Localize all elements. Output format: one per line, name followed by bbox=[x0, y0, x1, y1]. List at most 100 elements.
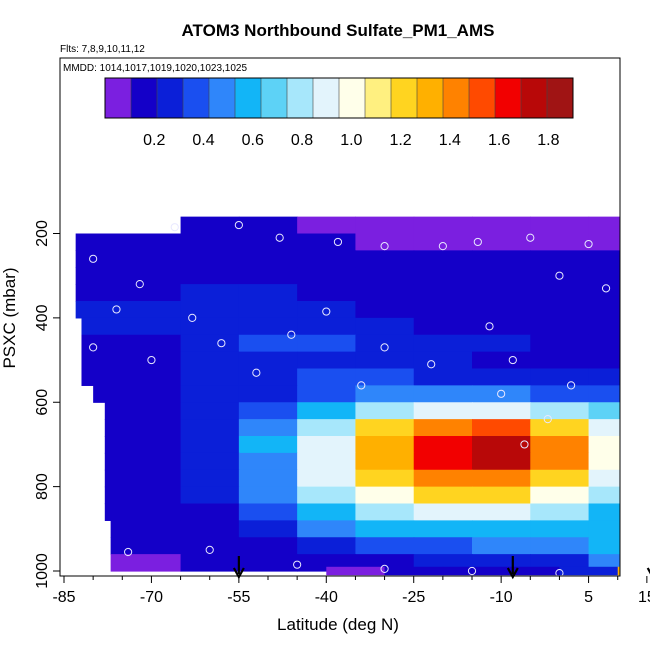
heatmap-cell bbox=[81, 351, 182, 370]
heatmap-cell bbox=[355, 317, 415, 336]
observation-point bbox=[124, 547, 133, 557]
observation-point bbox=[170, 223, 179, 232]
heatmap-cell bbox=[472, 503, 531, 521]
heatmap-cell bbox=[238, 419, 298, 437]
heatmap-cell bbox=[355, 520, 415, 538]
observation-point bbox=[520, 440, 529, 449]
heatmap-cell bbox=[104, 402, 182, 420]
x-axis-tick-label: -70 bbox=[140, 589, 163, 606]
heatmap-cell bbox=[238, 469, 298, 488]
heatmap-cell bbox=[588, 452, 620, 471]
heatmap-cell bbox=[93, 385, 182, 403]
heatmap-cell bbox=[588, 537, 620, 555]
heatmap-cell bbox=[413, 368, 473, 386]
heatmap-cell bbox=[297, 385, 357, 403]
heatmap-cell bbox=[413, 520, 473, 538]
heatmap-cell bbox=[413, 419, 473, 437]
observation-point bbox=[380, 564, 389, 573]
observation-point bbox=[584, 239, 593, 249]
heatmap-cell bbox=[180, 351, 240, 370]
heatmap-cell bbox=[297, 317, 357, 336]
heatmap-cell bbox=[180, 267, 240, 285]
heatmap-cell bbox=[238, 452, 298, 471]
heatmap-cell bbox=[530, 351, 590, 370]
heatmap-cell bbox=[297, 301, 357, 319]
y-axis: 200 400 600 800 1000 bbox=[34, 220, 60, 589]
observation-point bbox=[427, 360, 436, 369]
y-axis-tick-label: 1000 bbox=[34, 553, 51, 589]
heatmap-cell bbox=[530, 469, 590, 488]
colorbar-swatch bbox=[495, 78, 522, 118]
heatmap-cell bbox=[413, 469, 473, 488]
heatmap-cell bbox=[442, 566, 502, 576]
heatmap-cell bbox=[472, 334, 531, 353]
heatmap-cell bbox=[472, 317, 531, 336]
observation-point bbox=[205, 545, 214, 555]
observation-point bbox=[380, 343, 389, 352]
heatmap-cell bbox=[413, 334, 473, 353]
heatmap-cell bbox=[104, 419, 182, 437]
heatmap-cell bbox=[75, 284, 182, 302]
heatmap-cell bbox=[413, 250, 473, 268]
heatmap-cell bbox=[297, 250, 357, 268]
heatmap-cell bbox=[472, 267, 531, 285]
heatmap-cell bbox=[588, 216, 620, 235]
heatmap-cell bbox=[530, 317, 590, 336]
observation-point bbox=[526, 233, 535, 242]
heatmap-cell bbox=[472, 301, 531, 319]
heatmap-cell bbox=[238, 216, 298, 235]
observation-point bbox=[380, 242, 389, 251]
observation-point bbox=[293, 560, 302, 569]
colorbar-swatch bbox=[469, 78, 496, 118]
colorbar-swatch bbox=[261, 78, 288, 118]
y-axis-tick-label: 800 bbox=[34, 473, 51, 500]
heatmap-cell bbox=[297, 267, 357, 285]
heatmap-cell bbox=[104, 436, 182, 454]
heatmap-cell bbox=[530, 250, 590, 268]
observation-point bbox=[322, 307, 331, 316]
heatmap-cell bbox=[180, 284, 240, 302]
observation-point bbox=[566, 381, 576, 390]
heatmap-cell bbox=[530, 334, 590, 353]
observation-point bbox=[438, 242, 447, 251]
heatmap-cell bbox=[355, 385, 415, 403]
heatmap-cell bbox=[297, 368, 357, 386]
heatmap-cell bbox=[180, 334, 240, 353]
heatmap-cell bbox=[297, 486, 357, 505]
heatmap-cell bbox=[355, 452, 415, 471]
observation-point bbox=[188, 313, 197, 322]
colorbar-swatch bbox=[105, 78, 132, 118]
chart-title: ATOM3 Northbound Sulfate_PM1_AMS bbox=[182, 21, 495, 40]
heatmap-cell bbox=[238, 486, 298, 505]
heatmap-cell bbox=[413, 402, 473, 420]
heatmap-cell bbox=[355, 503, 415, 521]
heatmap-cell bbox=[588, 250, 620, 268]
heatmap-cell bbox=[530, 419, 590, 437]
observation-point bbox=[357, 381, 366, 390]
heatmap-cell bbox=[238, 301, 298, 319]
heatmap-cell bbox=[588, 267, 620, 285]
observation-point bbox=[217, 339, 226, 348]
heatmap-cell bbox=[297, 284, 357, 302]
heatmap-cell bbox=[110, 554, 182, 572]
heatmap-cell bbox=[588, 419, 620, 437]
colorbar-swatch bbox=[235, 78, 262, 118]
heatmap-cell bbox=[81, 317, 182, 336]
heatmap-cell bbox=[472, 537, 531, 555]
heatmap-cell bbox=[180, 503, 240, 521]
heatmap-cell bbox=[472, 351, 531, 370]
heatmap-cell bbox=[355, 351, 415, 370]
heatmap-cell bbox=[238, 385, 298, 403]
colorbar-tick-label: 1.6 bbox=[488, 132, 510, 149]
heatmap-cell bbox=[180, 250, 240, 268]
heatmap-cell bbox=[588, 503, 620, 521]
x-axis: -85-70-55-40-25-1051530456075 bbox=[52, 576, 650, 606]
heatmap-cell bbox=[297, 334, 357, 353]
heatmap-cell bbox=[180, 469, 240, 488]
heatmap-cell bbox=[588, 317, 620, 336]
x-axis-tick-label: 15 bbox=[638, 589, 650, 606]
heatmap-cell bbox=[588, 301, 620, 319]
heatmap-cell bbox=[238, 334, 298, 353]
heatmap-cell bbox=[180, 368, 240, 386]
